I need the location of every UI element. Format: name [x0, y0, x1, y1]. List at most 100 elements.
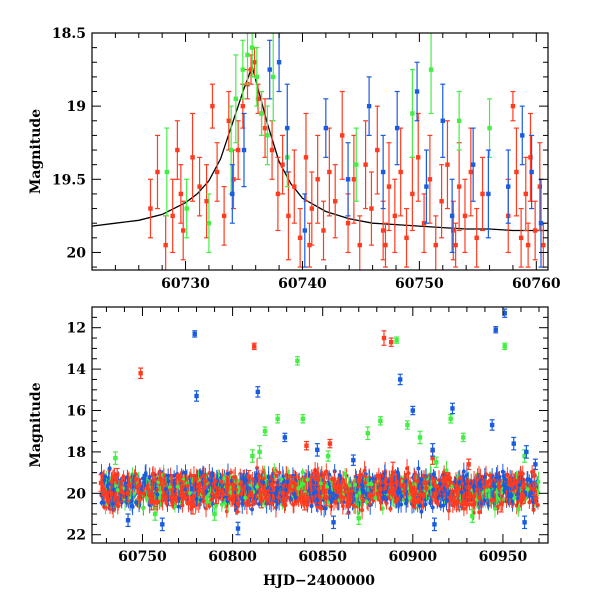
red-point: [269, 147, 275, 153]
red-point: [240, 103, 246, 109]
green-point: [354, 162, 359, 167]
blue-point: [424, 184, 429, 189]
band-point: [172, 481, 177, 486]
y-axis-label: Magnitude: [28, 109, 44, 194]
red-point: [178, 191, 184, 197]
red-point: [386, 184, 392, 189]
band-point: [340, 503, 345, 508]
band-point: [471, 494, 476, 499]
blue-point: [302, 228, 307, 233]
green-point: [228, 147, 234, 153]
green-point: [254, 74, 260, 80]
blue-point: [470, 162, 476, 167]
band-point: [446, 508, 451, 513]
red-point: [197, 184, 202, 189]
x-tick-label: 60740: [278, 276, 327, 292]
blue-point: [520, 133, 525, 138]
red-point: [537, 184, 543, 189]
band-point: [219, 479, 224, 484]
band-point: [176, 504, 181, 509]
band-point: [315, 505, 320, 510]
band-point: [250, 507, 255, 512]
green-point: [428, 67, 434, 72]
blue-point: [380, 169, 386, 175]
band-point: [457, 476, 462, 481]
band-point: [435, 501, 440, 506]
band-point: [221, 476, 226, 481]
red-point: [327, 169, 332, 175]
green-point: [410, 111, 415, 116]
band-point: [151, 471, 156, 476]
red-point: [369, 206, 374, 211]
bottom-panel: 60750 60800 60850 60900 60950121416182022Mag…: [28, 306, 549, 565]
band-point: [505, 472, 510, 477]
band-point: [271, 471, 276, 476]
blue-point: [506, 184, 511, 189]
band-point: [285, 479, 290, 484]
red-point: [456, 184, 462, 189]
red-point: [541, 242, 546, 248]
red-point: [286, 213, 291, 219]
y-tick-label: 20: [67, 245, 87, 261]
red-point: [474, 235, 479, 241]
red-point: [462, 213, 468, 219]
band-point: [330, 477, 335, 482]
band-point: [102, 487, 107, 492]
band-point: [416, 466, 421, 471]
band-point: [525, 487, 530, 492]
band-point: [392, 492, 397, 497]
band-point: [351, 503, 356, 508]
red-point: [235, 147, 241, 153]
band-point: [133, 500, 138, 505]
red-point: [345, 220, 351, 226]
red-point: [309, 206, 315, 211]
blue-point: [394, 125, 400, 131]
band-point: [532, 474, 537, 479]
red-point: [297, 235, 303, 241]
band-point: [101, 500, 106, 505]
red-point: [375, 147, 380, 153]
blue-point: [538, 220, 544, 226]
band-point: [328, 504, 333, 509]
band-point: [319, 506, 324, 511]
band-point: [133, 476, 138, 481]
blue-point: [276, 60, 282, 65]
red-point: [221, 213, 227, 219]
green-point: [164, 169, 170, 175]
red-point: [392, 213, 398, 219]
band-point: [482, 498, 487, 503]
blue-point: [440, 118, 445, 123]
green-point: [245, 52, 250, 58]
blue-point: [230, 191, 235, 197]
x-tick-label: 60750: [395, 276, 444, 292]
red-point: [280, 162, 285, 167]
band-point: [102, 478, 107, 483]
band-point: [430, 505, 435, 510]
band-point: [396, 474, 401, 479]
band-point: [478, 474, 483, 479]
band-point: [239, 491, 244, 496]
x-tick-label: 60760: [512, 276, 561, 292]
top-panel: 60730 60740 60750 60760 18.5 19 19.5 20 Magnitud…: [28, 26, 561, 292]
band-point: [527, 500, 532, 505]
band-point: [250, 477, 255, 482]
red-point: [480, 191, 485, 197]
band-point: [380, 506, 385, 511]
red-point: [532, 228, 538, 233]
band-point: [300, 470, 305, 475]
red-point: [363, 162, 368, 167]
band-point: [324, 469, 329, 474]
band-point: [412, 476, 417, 481]
red-point: [514, 169, 519, 175]
red-point: [163, 242, 168, 248]
band-point: [423, 502, 428, 507]
band-point: [219, 502, 224, 507]
band-point: [250, 499, 255, 504]
red-point: [275, 191, 281, 197]
band-point: [143, 473, 148, 478]
band-point: [225, 471, 230, 476]
red-point: [433, 242, 438, 248]
red-point: [252, 60, 257, 65]
red-point: [303, 155, 309, 160]
blue-point: [323, 125, 329, 131]
